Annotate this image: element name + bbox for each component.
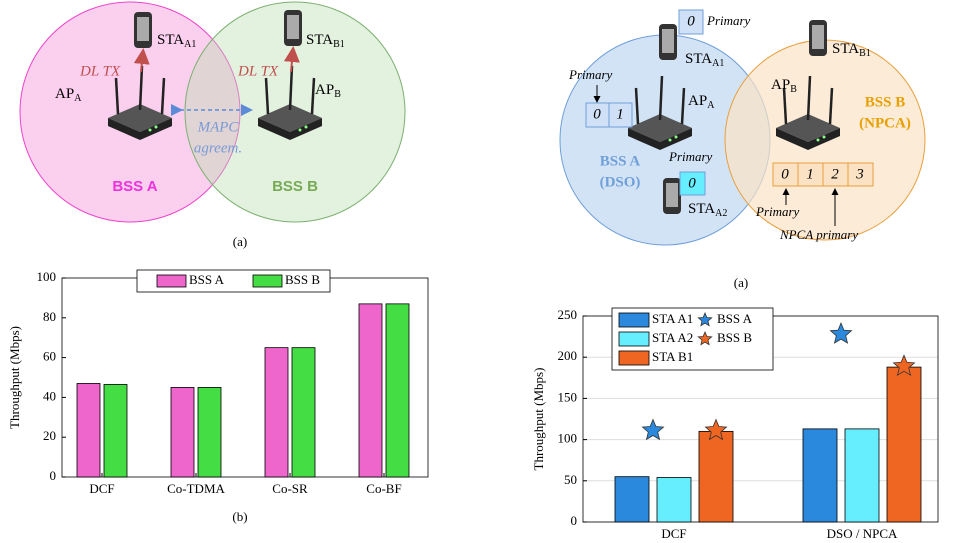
x-tick-label: DSO / NPCA <box>827 526 898 541</box>
bar-chart: 0 50 100 150 200 250 Throughput (Mbps) DCF DSO /… <box>531 307 939 541</box>
legend-label: BSS B <box>717 330 752 345</box>
legend-star <box>697 311 713 327</box>
right-diagram: 0 Primary Primary 0 1 STAA1 STAB1 STAA2 … <box>559 9 926 290</box>
sta-label: STAA2 <box>688 201 727 219</box>
bar <box>170 387 195 478</box>
bar <box>197 387 222 478</box>
x-tick-label: Co-BF <box>366 481 401 496</box>
bar <box>264 347 289 478</box>
legend-swatch <box>252 274 283 288</box>
legend-label: BSS A <box>717 311 753 326</box>
x-tick-label: Co-SR <box>272 481 308 496</box>
y-tick-label: 20 <box>43 428 56 443</box>
bar <box>698 430 734 523</box>
caption: (b) <box>232 509 247 524</box>
ap-label: APA <box>55 86 82 104</box>
y-tick-label: 100 <box>37 269 57 284</box>
x-tick-label: DCF <box>661 526 686 541</box>
bss-label: BSS A <box>112 178 157 195</box>
channel: 0 <box>687 13 695 29</box>
y-tick-label: 200 <box>558 348 578 363</box>
star-marker <box>892 354 916 377</box>
legend-swatch <box>618 350 650 366</box>
sta-label: STAB1 <box>306 32 345 50</box>
legend-swatch <box>156 274 187 288</box>
x-tick-label: Co-TDMA <box>167 481 225 496</box>
bss-label: BSS B <box>272 178 318 195</box>
ap-label: APB <box>315 82 341 100</box>
legend-label: STA A2 <box>652 330 693 345</box>
dl-tx: DL TX <box>237 63 279 79</box>
mapc-label: agreem. <box>194 140 242 156</box>
ap-label: APA <box>688 93 715 111</box>
primary-label: Primary <box>755 204 800 219</box>
bar <box>103 384 128 478</box>
channel: 2 <box>831 166 839 182</box>
sta-label: STAA1 <box>157 32 196 50</box>
y-tick-label: 250 <box>558 307 578 322</box>
x-tick-label: DCF <box>89 481 114 496</box>
legend-label: STA B1 <box>652 349 693 364</box>
npca-label: NPCA primary <box>779 227 858 242</box>
primary-label: Primary <box>668 149 713 164</box>
primary-label: Primary <box>706 13 751 28</box>
y-tick-label: 0 <box>571 513 578 528</box>
y-tick-label: 40 <box>43 388 56 403</box>
caption: (a) <box>233 234 247 249</box>
channel: 0 <box>688 175 696 191</box>
bss-label: (DSO) <box>600 174 641 190</box>
legend-label: BSS A <box>189 272 225 287</box>
channel: 1 <box>616 106 624 122</box>
bar <box>76 383 101 478</box>
legend-swatch <box>618 312 650 328</box>
caption: (a) <box>734 275 748 290</box>
primary-label: Primary <box>568 67 613 82</box>
bss-label: BSS A <box>600 153 641 169</box>
bar <box>358 303 383 478</box>
bar <box>291 347 316 478</box>
channel: 0 <box>593 106 601 122</box>
legend-star <box>697 330 713 346</box>
y-tick-label: 0 <box>50 468 57 483</box>
star-marker <box>641 418 665 441</box>
legend-label: STA A1 <box>652 311 693 326</box>
ap-label: APB <box>771 77 797 95</box>
bar <box>886 366 922 523</box>
sta-label: STAB1 <box>832 41 871 59</box>
channel: 1 <box>806 166 814 182</box>
y-axis-label: Throughput (Mbps) <box>7 326 22 429</box>
y-tick-label: 60 <box>43 349 56 364</box>
y-axis-label: Throughput (Mbps) <box>531 368 546 471</box>
sta-label: STAA1 <box>685 51 724 69</box>
bar-chart: 0 20 40 60 80 100 Throughput (Mbps) DCF Co-TDMA C… <box>7 269 429 524</box>
y-tick-label: 100 <box>558 431 578 446</box>
dl-tx: DL TX <box>79 63 121 79</box>
star-marker <box>829 322 853 344</box>
left-diagram: STAA1 STAB1 APA APB DL TX DL TX MAPC agr… <box>19 1 406 249</box>
bar <box>656 477 692 523</box>
bss-label: (NPCA) <box>859 115 911 131</box>
legend-label: BSS B <box>285 272 320 287</box>
mapc-label: MAPC <box>197 119 240 135</box>
bar <box>385 303 410 478</box>
y-tick-label: 80 <box>43 309 56 324</box>
y-tick-label: 150 <box>558 389 578 404</box>
star-marker <box>704 418 728 441</box>
y-tick-label: 50 <box>564 472 577 487</box>
bar <box>844 428 880 523</box>
bar <box>802 428 838 523</box>
channel: 0 <box>781 166 789 182</box>
bss-label: BSS B <box>865 94 905 110</box>
channel: 3 <box>855 166 864 182</box>
legend-swatch <box>618 331 650 347</box>
bar <box>614 476 650 523</box>
